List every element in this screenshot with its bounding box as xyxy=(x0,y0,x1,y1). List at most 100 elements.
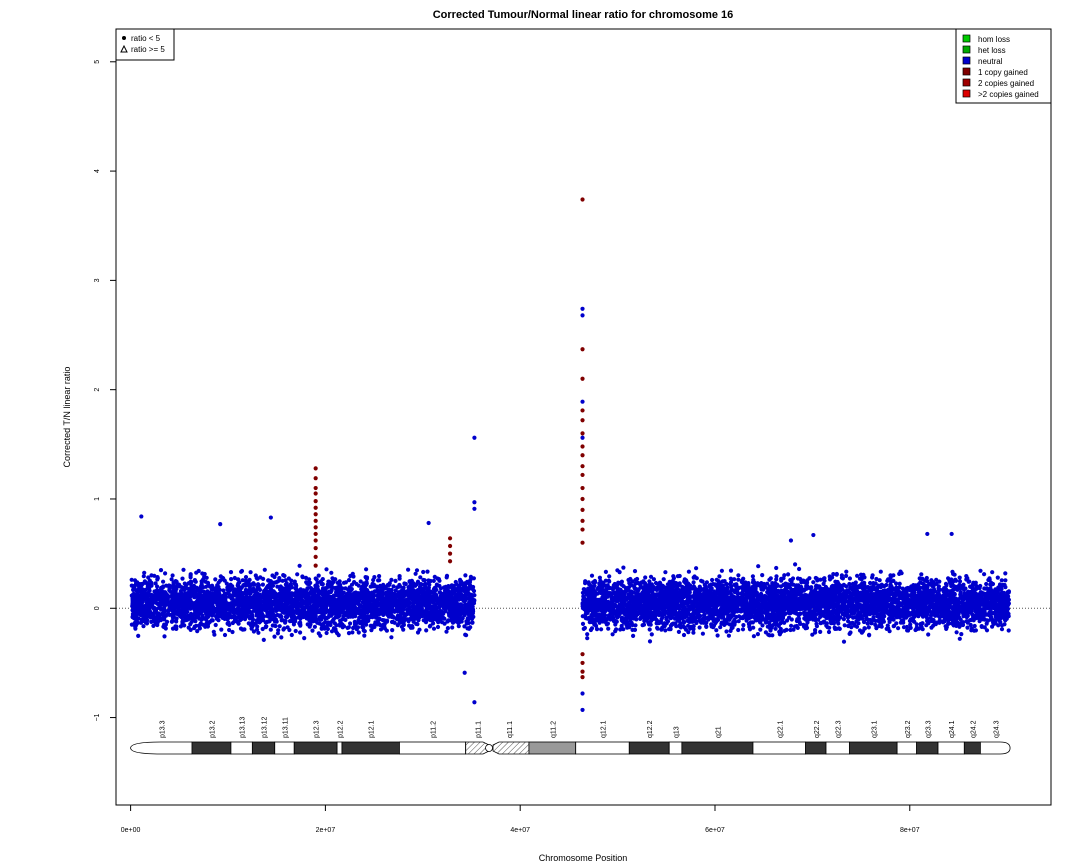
neutral-point xyxy=(380,618,385,623)
neutral-point xyxy=(243,610,248,615)
neutral-point xyxy=(436,577,441,582)
neutral-point xyxy=(289,585,294,590)
neutral-point xyxy=(229,577,234,582)
neutral-point xyxy=(422,597,427,602)
neutral-point xyxy=(372,593,377,599)
neutral-point xyxy=(170,618,175,624)
neutral-point xyxy=(310,594,315,600)
neutral-point xyxy=(195,611,200,616)
neutral-point xyxy=(167,585,172,590)
neutral-point xyxy=(279,618,284,623)
neutral-point xyxy=(341,624,347,629)
neutral-point xyxy=(336,611,341,616)
neutral-point xyxy=(251,629,256,634)
neutral-point xyxy=(224,603,229,608)
neutral-point xyxy=(235,600,240,605)
neutral-point xyxy=(280,602,285,608)
neutral-point xyxy=(959,632,964,637)
neutral-point xyxy=(136,596,141,601)
neutral-point xyxy=(760,573,765,578)
neutral-point xyxy=(322,606,328,611)
neutral-point xyxy=(293,582,298,587)
neutral-point xyxy=(450,614,455,620)
neutral-point xyxy=(373,620,378,625)
neutral-point xyxy=(442,616,447,621)
neutral-point xyxy=(464,585,469,590)
neutral-point xyxy=(156,613,161,618)
neutral-point xyxy=(180,576,185,581)
neutral-point xyxy=(279,635,284,640)
neutral-point xyxy=(277,576,282,581)
neutral-point xyxy=(292,616,297,621)
neutral-point xyxy=(188,591,194,596)
neutral-point xyxy=(330,597,335,602)
neutral-point xyxy=(165,597,170,602)
neutral-point xyxy=(276,628,281,633)
neutral-point xyxy=(395,623,400,628)
neutral-point xyxy=(428,594,433,599)
neutral-point xyxy=(414,568,420,573)
neutral-point xyxy=(897,581,902,586)
neutral-point xyxy=(465,580,470,585)
neutral-point xyxy=(379,592,384,597)
neutral-point xyxy=(700,631,706,636)
neutral-point xyxy=(187,597,192,602)
neutral-point xyxy=(193,579,198,584)
neutral-point xyxy=(441,585,447,590)
neutral-point xyxy=(255,624,260,629)
neutral-point xyxy=(282,626,287,631)
neutral-point xyxy=(415,579,421,584)
neutral-point xyxy=(453,596,458,601)
neutral-point xyxy=(236,584,241,589)
neutral-point xyxy=(283,618,288,623)
neutral-point xyxy=(253,607,259,612)
neutral-point xyxy=(130,608,135,613)
neutral-point xyxy=(334,623,339,628)
neutral-point xyxy=(308,622,313,627)
neutral-point xyxy=(171,601,176,606)
neutral-point xyxy=(398,610,403,615)
neutral-point xyxy=(278,594,283,600)
neutral-point xyxy=(270,617,275,622)
neutral-point xyxy=(450,588,455,594)
neutral-point xyxy=(463,573,468,578)
neutral-point xyxy=(393,588,398,593)
neutral-point xyxy=(253,573,258,578)
neutral-point xyxy=(272,634,277,639)
neutral-point xyxy=(194,570,199,575)
neutral-point xyxy=(284,581,289,586)
neutral-point xyxy=(437,590,442,595)
neutral-point xyxy=(245,597,250,602)
neutral-point xyxy=(741,623,746,628)
neutral-point xyxy=(312,624,317,629)
neutral-point xyxy=(226,586,231,591)
neutral-point xyxy=(247,602,252,607)
neutral-point xyxy=(164,613,169,618)
neutral-point xyxy=(439,594,444,599)
neutral-point xyxy=(326,579,331,584)
neutral-point xyxy=(137,586,142,591)
neutral-point xyxy=(307,618,312,623)
neutral-point xyxy=(364,567,369,572)
neutral-point xyxy=(340,617,345,622)
neutral-point xyxy=(277,624,282,629)
neutral-point xyxy=(130,598,135,604)
neutral-point xyxy=(286,600,292,606)
neutral-point xyxy=(316,573,321,578)
neutral-point xyxy=(242,617,248,622)
neutral-point xyxy=(324,598,329,603)
neutral-point xyxy=(257,620,262,625)
neutral-point xyxy=(443,608,448,613)
neutral-point xyxy=(271,589,276,594)
neutral-point xyxy=(257,610,262,616)
neutral-point xyxy=(300,575,305,580)
neutral-point xyxy=(250,617,256,622)
neutral-point xyxy=(262,588,267,594)
neutral-point xyxy=(254,627,260,632)
neutral-point xyxy=(346,625,351,630)
neutral-point xyxy=(268,627,273,632)
neutral-point xyxy=(146,575,151,580)
neutral-point xyxy=(152,617,157,622)
neutral-point xyxy=(279,590,284,595)
neutral-point xyxy=(324,567,329,572)
